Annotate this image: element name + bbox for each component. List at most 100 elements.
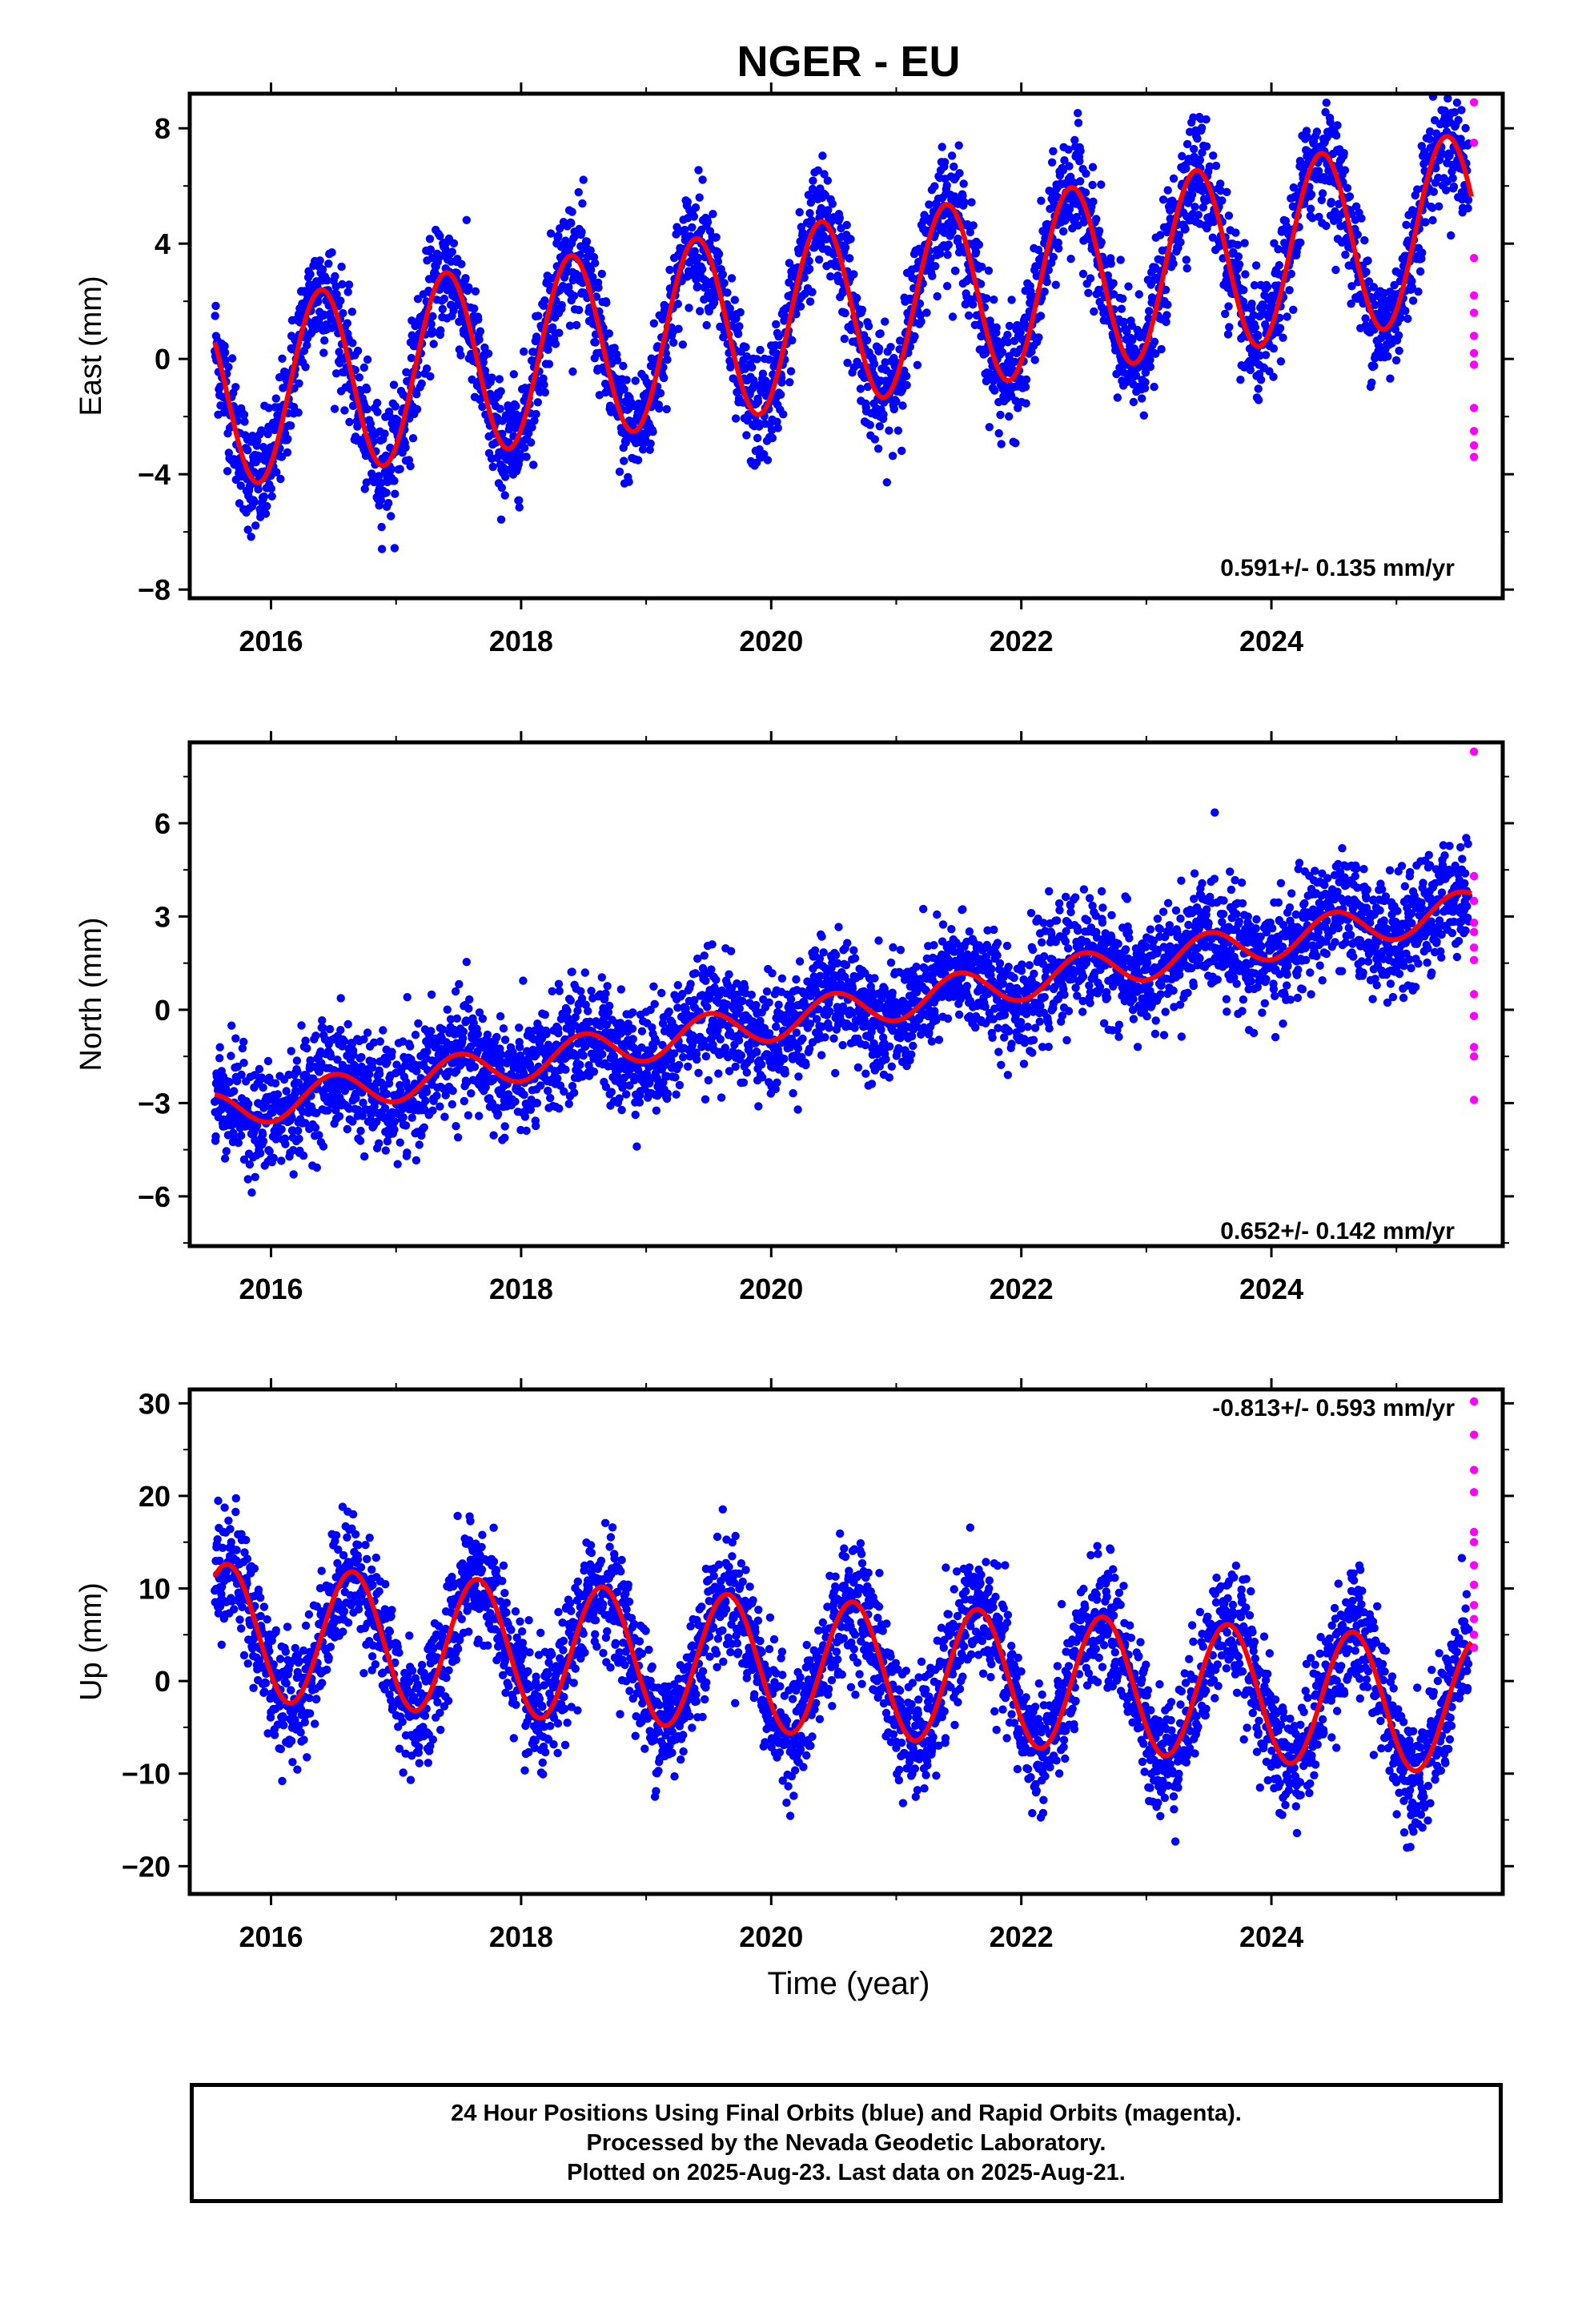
final-orbit-point (1221, 309, 1230, 319)
final-orbit-point (620, 456, 628, 465)
final-orbit-point (1235, 260, 1244, 269)
final-orbit-point (375, 1139, 383, 1148)
final-orbit-point (462, 958, 471, 967)
final-orbit-point (426, 245, 435, 254)
final-orbit-point (805, 264, 814, 274)
final-orbit-point (351, 1094, 360, 1103)
final-orbit-point (1049, 147, 1058, 155)
final-orbit-point (1408, 296, 1418, 305)
final-orbit-point (1059, 227, 1068, 236)
final-orbit-point (1097, 238, 1106, 247)
final-orbit-point (462, 215, 471, 224)
final-orbit-point (406, 1042, 415, 1051)
final-orbit-point (718, 270, 727, 279)
final-orbit-point (402, 368, 411, 376)
final-orbit-point (500, 1122, 509, 1131)
final-orbit-point (971, 247, 981, 257)
final-orbit-point (369, 436, 378, 446)
final-orbit-point (591, 338, 600, 347)
final-orbit-point (555, 1104, 564, 1113)
final-orbit-point (841, 308, 849, 318)
final-orbit-point (572, 320, 581, 330)
final-orbit-point (633, 456, 643, 464)
final-orbit-point (239, 410, 249, 419)
final-orbit-point (390, 544, 400, 553)
final-orbit-point (954, 141, 963, 150)
final-orbit-point (511, 1097, 520, 1106)
final-orbit-point (1076, 177, 1085, 186)
final-orbit-point (478, 402, 487, 412)
final-orbit-point (428, 1106, 437, 1116)
final-orbit-point (331, 271, 339, 281)
final-orbit-point (422, 1088, 432, 1096)
final-orbit-point (271, 1079, 280, 1088)
final-orbit-point (954, 234, 962, 243)
final-orbit-point (1236, 376, 1245, 384)
final-orbit-point (267, 484, 275, 493)
final-orbit-point (247, 1188, 256, 1197)
final-orbit-point (459, 1027, 468, 1036)
final-orbit-point (733, 329, 743, 339)
final-orbit-point (753, 355, 761, 364)
final-orbit-point (256, 1149, 265, 1158)
final-orbit-point (363, 1028, 372, 1037)
final-orbit-point (714, 249, 724, 259)
final-orbit-point (239, 1059, 248, 1068)
final-orbit-point (360, 1152, 369, 1161)
final-orbit-point (1145, 307, 1154, 316)
final-orbit-point (338, 279, 347, 289)
final-orbit-point (422, 364, 432, 373)
final-orbit-point (1163, 186, 1172, 195)
final-orbit-point (795, 207, 804, 217)
final-orbit-point (544, 1086, 552, 1096)
final-orbit-point (566, 996, 575, 1005)
final-orbit-point (500, 1133, 509, 1143)
final-orbit-point (1386, 374, 1395, 383)
final-orbit-point (357, 1052, 366, 1062)
final-orbit-point (311, 1031, 320, 1040)
final-orbit-point (331, 369, 341, 378)
final-orbit-point (1327, 198, 1336, 207)
final-orbit-point (295, 379, 303, 388)
final-orbit-point (616, 985, 625, 994)
x-tick-label: 2018 (489, 625, 553, 657)
final-orbit-point (460, 1096, 468, 1106)
final-orbit-point (465, 995, 474, 1004)
final-orbit-point (548, 987, 556, 996)
final-orbit-point (602, 298, 611, 308)
final-orbit-point (589, 1068, 599, 1076)
final-orbit-point (1007, 296, 1016, 304)
final-orbit-point (414, 1019, 423, 1028)
final-orbit-point (568, 367, 577, 376)
final-orbit-point (231, 383, 240, 392)
final-orbit-point (557, 300, 566, 310)
final-orbit-point (339, 309, 347, 318)
final-orbit-point (532, 409, 540, 419)
final-orbit-point (336, 994, 345, 1003)
final-orbit-point (1454, 115, 1463, 125)
final-orbit-point (845, 254, 854, 263)
final-orbit-point (1117, 304, 1126, 313)
final-orbit-point (540, 388, 549, 397)
rapid-orbit-point (1469, 98, 1479, 107)
final-orbit-point (377, 478, 386, 488)
final-orbit-point (753, 397, 763, 406)
final-orbit-point (372, 398, 382, 408)
final-orbit-point (688, 223, 697, 232)
final-orbit-point (415, 1140, 424, 1149)
rapid-orbit-point (1469, 308, 1479, 317)
final-orbit-point (1037, 196, 1046, 205)
final-orbit-point (363, 404, 371, 414)
final-orbit-point (382, 1090, 391, 1099)
final-orbit-point (245, 1160, 255, 1169)
final-orbit-point (467, 1089, 476, 1098)
final-orbit-point (902, 380, 911, 390)
final-orbit-point (1150, 337, 1159, 346)
final-orbit-point (377, 522, 386, 532)
final-orbit-point (295, 1134, 303, 1144)
final-orbit-point (944, 240, 954, 249)
rapid-orbit-point (1469, 427, 1479, 436)
final-orbit-point (327, 248, 336, 257)
final-orbit-point (703, 218, 713, 227)
